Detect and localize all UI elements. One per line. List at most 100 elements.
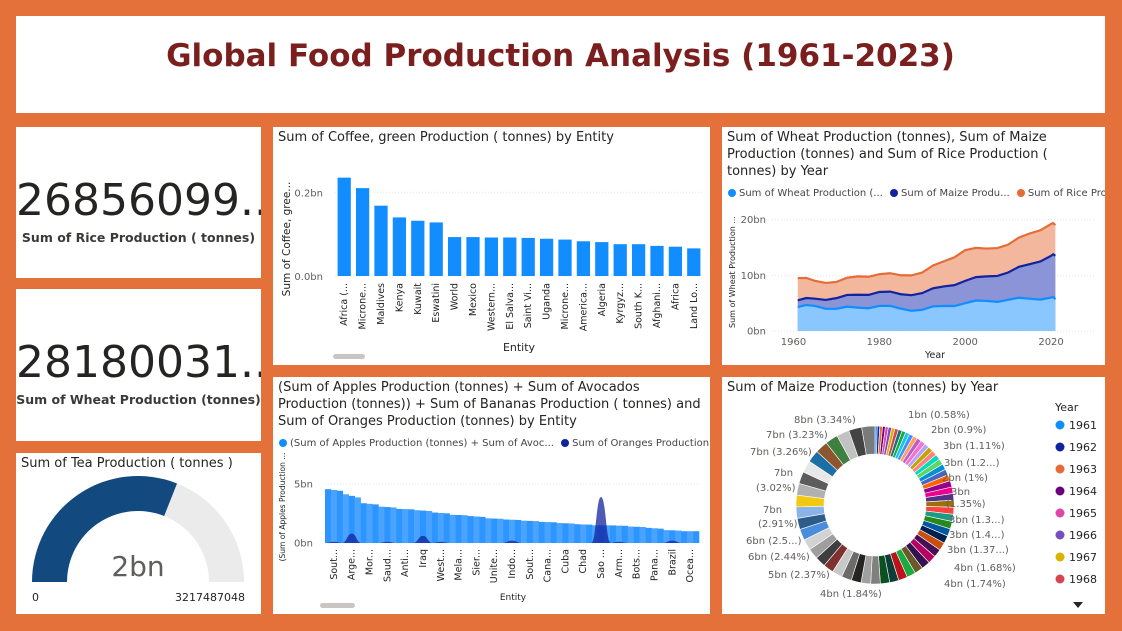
legend-item-1967[interactable]: 1967 <box>1069 551 1097 564</box>
oranges-bump[interactable] <box>502 540 522 543</box>
coffee-bar[interactable] <box>337 177 351 276</box>
legend-item-1966[interactable]: 1966 <box>1069 529 1097 542</box>
coffee-bar[interactable] <box>411 220 425 276</box>
legend-item-1961[interactable]: 1961 <box>1069 419 1097 432</box>
coffee-bar[interactable] <box>521 237 535 276</box>
coffee-bar[interactable] <box>613 244 627 276</box>
fruit-area-segment[interactable] <box>681 531 688 543</box>
coffee-bar-chart-card[interactable]: Sum of Coffee, green Production ( tonnes… <box>273 127 710 365</box>
oranges-bump[interactable] <box>324 541 344 543</box>
fruit-area-segment[interactable] <box>384 507 391 543</box>
fruit-area-segment[interactable] <box>455 515 462 543</box>
fruit-area-segment[interactable] <box>473 516 480 543</box>
coffee-bar[interactable] <box>503 237 517 276</box>
fruit-area-segment[interactable] <box>425 510 433 543</box>
legend-item-1963[interactable]: 1963 <box>1069 463 1097 476</box>
coffee-bar[interactable] <box>576 241 591 276</box>
fruit-area-segment[interactable] <box>580 524 587 543</box>
gauge-card-tea[interactable]: Sum of Tea Production ( tonnes ) 2bn 0 3… <box>16 453 261 614</box>
fruit-area-segment[interactable] <box>497 518 504 543</box>
fruit-area-segment[interactable] <box>437 512 445 543</box>
coffee-bar[interactable] <box>392 217 407 276</box>
fruit-area-segment[interactable] <box>390 507 397 543</box>
fruit-area-segment[interactable] <box>663 530 670 543</box>
legend-item-1964[interactable]: 1964 <box>1069 485 1097 498</box>
coffee-bar[interactable] <box>631 244 646 276</box>
fruit-area-segment[interactable] <box>396 508 403 543</box>
legend-item-1968[interactable]: 1968 <box>1069 573 1097 586</box>
coffee-bar[interactable] <box>558 239 572 276</box>
fruit-area-segment[interactable] <box>449 514 456 543</box>
fruit-area-segment[interactable] <box>621 525 629 543</box>
fruit-area-segment[interactable] <box>669 530 676 543</box>
coffee-bar[interactable] <box>374 205 388 276</box>
coffee-bar[interactable] <box>355 188 370 276</box>
kpi-card-rice[interactable]: 26856099... Sum of Rice Production ( ton… <box>16 127 261 278</box>
grains-area-chart-card[interactable]: Sum of Wheat Production (tonnes), Sum of… <box>722 127 1105 365</box>
kpi-card-wheat[interactable]: 28180031... Sum of Wheat Production (ton… <box>16 289 261 441</box>
fruit-area-segment[interactable] <box>366 503 373 543</box>
fruit-area-segment[interactable] <box>414 510 421 543</box>
fruit-area-segment[interactable] <box>378 506 385 543</box>
oranges-bump[interactable] <box>341 533 362 543</box>
coffee-bar[interactable] <box>668 246 683 276</box>
fruit-area-segment[interactable] <box>360 503 367 543</box>
legend-item-1962[interactable]: 1962 <box>1069 441 1097 454</box>
fruit-area-segment[interactable] <box>467 516 474 543</box>
fruit-area-segment[interactable] <box>431 512 439 543</box>
coffee-bar[interactable] <box>447 237 462 276</box>
coffee-bar[interactable] <box>687 248 701 276</box>
fruit-area-segment[interactable] <box>348 495 355 543</box>
fruit-area-segment[interactable] <box>325 489 332 543</box>
oranges-bump[interactable] <box>377 541 398 543</box>
fruit-area-segment[interactable] <box>520 520 528 543</box>
fruit-area-segment[interactable] <box>538 521 545 543</box>
fruit-area-segment[interactable] <box>556 523 563 543</box>
donut-slice[interactable] <box>861 425 876 456</box>
oranges-bump[interactable] <box>591 497 611 543</box>
fruit-area-segment[interactable] <box>491 518 498 543</box>
fruit-area-segment[interactable] <box>627 526 634 543</box>
legend-item-apples-avocados-bananas[interactable]: (Sum of Apples Production (tonnes) + Sum… <box>279 438 554 449</box>
coffee-bar[interactable] <box>466 237 480 276</box>
fruit-area-segment[interactable] <box>503 519 510 543</box>
coffee-bar[interactable] <box>650 245 664 276</box>
coffee-scrollbar[interactable] <box>333 354 365 359</box>
oranges-bump[interactable] <box>662 540 683 543</box>
oranges-bump[interactable] <box>609 541 629 543</box>
fruit-area-segment[interactable] <box>402 509 409 543</box>
fruit-area-segment[interactable] <box>574 524 581 543</box>
legend-item-rice[interactable]: Sum of Rice Pro... <box>1016 188 1105 199</box>
fruit-area-segment[interactable] <box>550 522 557 543</box>
fruit-area-segment[interactable] <box>633 526 640 543</box>
fruit-area-segment[interactable] <box>544 522 551 543</box>
fruit-area-segment[interactable] <box>586 524 593 543</box>
fruit-area-segment[interactable] <box>693 531 700 543</box>
coffee-bar[interactable] <box>429 222 443 276</box>
fruit-area-segment[interactable] <box>408 509 415 543</box>
fruit-area-segment[interactable] <box>532 521 540 543</box>
fruit-area-segment[interactable] <box>675 530 682 543</box>
fruit-area-segment[interactable] <box>526 520 534 543</box>
oranges-bump[interactable] <box>413 535 433 543</box>
fruit-area-segment[interactable] <box>657 528 664 543</box>
fruit-area-segment[interactable] <box>687 531 694 543</box>
legend-item-1965[interactable]: 1965 <box>1069 507 1097 520</box>
fruit-area-segment[interactable] <box>330 489 338 543</box>
fruit-area-segment[interactable] <box>514 519 522 543</box>
fruit-area-segment[interactable] <box>568 523 575 543</box>
coffee-bar[interactable] <box>595 242 609 276</box>
oranges-bump[interactable] <box>430 541 451 543</box>
fruit-area-segment[interactable] <box>651 528 658 543</box>
fruit-area-segment[interactable] <box>354 497 361 543</box>
fruit-area-segment[interactable] <box>615 525 623 543</box>
fruit-area-segment[interactable] <box>372 504 379 543</box>
fruit-area-segment[interactable] <box>509 519 516 543</box>
legend-scroll-down-icon[interactable] <box>1073 602 1083 608</box>
fruit-area-segment[interactable] <box>461 515 468 543</box>
fruit-area-segment[interactable] <box>479 516 486 543</box>
fruit-area-segment[interactable] <box>419 510 427 543</box>
coffee-bar[interactable] <box>484 237 499 276</box>
fruit-area-segment[interactable] <box>336 490 344 543</box>
legend-item-maize[interactable]: Sum of Maize Produ... <box>890 188 1010 199</box>
